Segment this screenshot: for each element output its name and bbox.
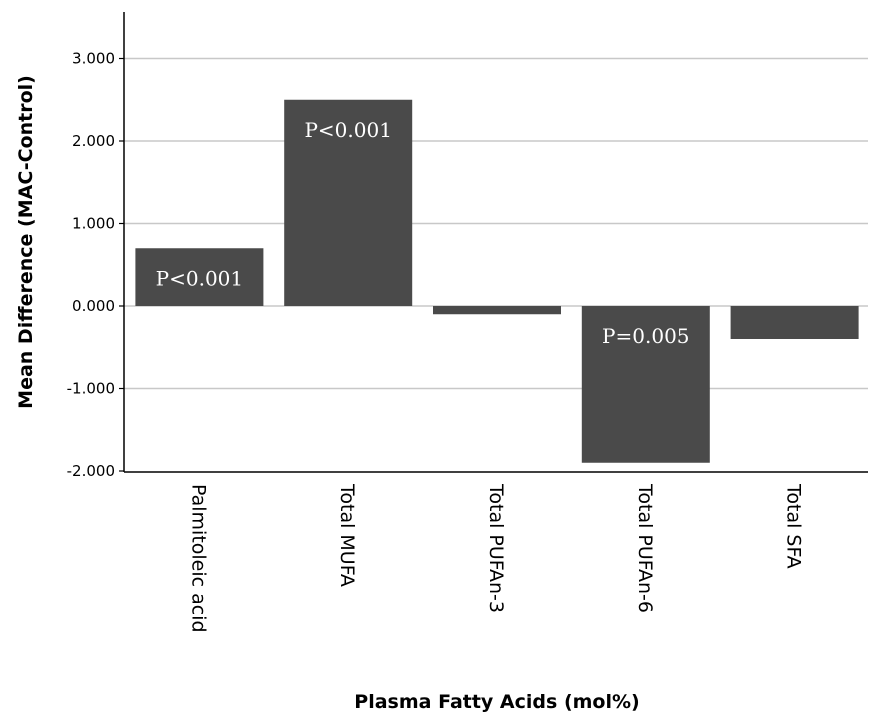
y-tick-label: -1.000 xyxy=(67,380,115,398)
x-tick-label: Total PUFAn-6 xyxy=(634,483,656,613)
category-labels: Palmitoleic acid Total MUFA Total PUFAn-3 T… xyxy=(187,483,804,633)
bars: P<0.001 P<0.001 P=0.005 xyxy=(135,99,859,463)
y-tick-labels: 3.000 2.000 1.000 0.000 -1.000 -2.000 xyxy=(67,50,124,480)
bar-data-label: P<0.001 xyxy=(304,118,391,142)
y-tick-label: 1.000 xyxy=(72,215,115,233)
bar-data-label: P=0.005 xyxy=(602,324,689,348)
y-tick-label: -2.000 xyxy=(67,462,115,480)
axes xyxy=(123,12,868,473)
y-tick-label: 2.000 xyxy=(72,132,115,150)
x-tick-label: Palmitoleic acid xyxy=(187,484,209,633)
y-tick-label: 0.000 xyxy=(72,297,115,315)
y-axis-title: Mean Difference (MAC-Control) xyxy=(15,75,37,409)
bar-total-pufan-6 xyxy=(581,306,710,463)
bar-total-mufa xyxy=(284,99,413,306)
bar-total-sfa xyxy=(730,306,859,339)
y-tick-label: 3.000 xyxy=(72,50,115,68)
x-tick-label: Total MUFA xyxy=(336,483,358,587)
x-axis-title: Plasma Fatty Acids (mol%) xyxy=(354,691,639,713)
bar-data-label: P<0.001 xyxy=(156,266,243,290)
bar-palmitoleic-acid xyxy=(135,248,264,306)
x-tick-label: Total SFA xyxy=(783,483,805,569)
x-tick-label: Total PUFAn-3 xyxy=(485,483,507,613)
bar-total-pufan-3 xyxy=(433,306,561,315)
